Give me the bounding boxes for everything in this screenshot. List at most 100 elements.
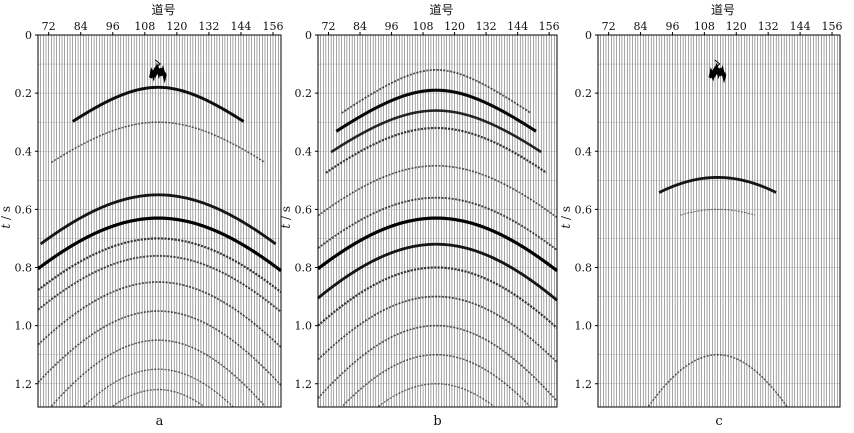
reflection-events-b — [317, 68, 558, 408]
y-tick-label: 0.2 — [295, 87, 313, 100]
panel-label-a: a — [156, 414, 164, 429]
y-tick-label: 0.2 — [15, 87, 33, 100]
reflection-event — [37, 254, 282, 313]
reflection-event — [330, 109, 542, 154]
reflection-event — [317, 266, 558, 329]
reflection-event — [82, 368, 234, 408]
y-tick-labels-b: 0 0.2 0.4 0.6 0.8 1.0 1.2 — [295, 29, 318, 391]
x-tick-label: 156 — [539, 20, 560, 33]
reflection-event — [317, 295, 558, 363]
panel-b: 72 84 96 108 120 132 144 156 0 0.2 0.4 0.6 0.8 1.0 1.… — [279, 3, 560, 429]
panel-a: 72 84 96 108 120 132 144 156 0 0.2 0.4 0.6 0.8 1.0 1.… — [0, 3, 283, 429]
reflection-event — [37, 310, 282, 386]
x-tick-label: 72 — [602, 20, 616, 33]
reflection-event — [325, 126, 548, 174]
x-tick-label: 132 — [758, 20, 779, 33]
x-tick-label: 156 — [822, 20, 843, 33]
y-tick-label: 1.0 — [575, 320, 593, 333]
x-tick-label: 108 — [134, 20, 155, 33]
x-axis-label-b: 道号 — [429, 3, 453, 17]
reflection-event — [680, 208, 756, 216]
y-tick-label: 1.0 — [295, 320, 313, 333]
x-tick-label: 144 — [790, 20, 811, 33]
y-tick-label: 1.2 — [15, 378, 33, 391]
direct-arrival-tail — [154, 59, 161, 68]
reflection-event — [71, 85, 245, 123]
trace-lines-c — [597, 35, 841, 407]
panel-frame-b — [317, 34, 558, 408]
x-tick-label: 72 — [42, 20, 56, 33]
y-tick-label: 1.2 — [575, 378, 593, 391]
y-tick-label: 1.2 — [295, 378, 313, 391]
panel-c: 72 84 96 108 120 132 144 156 0 0.2 0.4 0.6 0.8 1.0 1.… — [559, 3, 843, 429]
reflection-event — [50, 121, 266, 164]
reflection-event — [37, 216, 282, 273]
reflection-event — [317, 242, 558, 302]
y-tick-label: 0.8 — [15, 262, 33, 275]
x-tick-labels-b: 72 84 96 108 120 132 144 156 — [322, 20, 560, 35]
x-axis-label-c: 道号 — [711, 3, 735, 17]
reflection-event — [50, 339, 266, 407]
y-tick-label: 0.6 — [15, 203, 33, 216]
y-tick-label: 0 — [585, 29, 592, 42]
y-tick-label: 0.8 — [575, 262, 593, 275]
y-tick-label: 0.8 — [295, 262, 313, 275]
panel-label-b: b — [433, 414, 441, 429]
reflection-event — [37, 281, 282, 348]
reflection-events-a — [37, 59, 282, 408]
reflection-events-c — [647, 59, 788, 407]
x-tick-label: 120 — [166, 20, 187, 33]
x-tick-label: 144 — [507, 20, 528, 33]
reflection-event — [112, 388, 204, 407]
x-tick-label: 108 — [694, 20, 715, 33]
x-tick-label: 96 — [665, 20, 679, 33]
panel-label-c: c — [715, 414, 722, 429]
x-tick-label: 132 — [198, 20, 219, 33]
y-tick-label: 0.6 — [575, 203, 593, 216]
y-tick-label: 1.0 — [15, 320, 33, 333]
y-tick-label: 0.4 — [575, 145, 593, 158]
x-tick-label: 108 — [413, 20, 434, 33]
x-tick-label: 84 — [634, 20, 648, 33]
x-tick-label: 84 — [353, 20, 367, 33]
panel-frame-a — [37, 34, 282, 408]
x-tick-label: 120 — [726, 20, 747, 33]
y-axis-label-a: t / s — [0, 206, 13, 229]
y-tick-labels-c: 0 0.2 0.4 0.6 0.8 1.0 1.2 — [575, 29, 598, 391]
reflection-event — [317, 324, 558, 402]
x-tick-labels-c: 72 84 96 108 120 132 144 156 — [602, 20, 843, 35]
y-tick-labels-a: 0 0.2 0.4 0.6 0.8 1.0 1.2 — [15, 29, 38, 391]
direct-arrival-tail — [714, 59, 721, 68]
reflection-event — [658, 176, 777, 194]
reflection-event — [647, 353, 788, 407]
x-tick-labels-a: 72 84 96 108 120 132 144 156 — [42, 20, 283, 35]
x-tick-label: 72 — [322, 20, 336, 33]
reflection-event — [37, 237, 282, 294]
panel-frame-c — [597, 34, 841, 408]
reflection-event — [39, 193, 277, 246]
y-tick-label: 0.4 — [15, 145, 33, 158]
reflection-event — [335, 88, 537, 133]
reflection-event — [317, 216, 558, 273]
x-tick-label: 84 — [74, 20, 88, 33]
direct-arrival — [708, 62, 727, 84]
x-tick-label: 96 — [106, 20, 120, 33]
y-tick-label: 0 — [25, 29, 32, 42]
y-tick-label: 0.6 — [295, 203, 313, 216]
reflection-event — [377, 383, 495, 408]
y-axis-label-c: t / s — [559, 206, 573, 229]
trace-lines-b — [317, 35, 558, 407]
reflection-event — [317, 196, 558, 251]
y-tick-label: 0.2 — [575, 87, 593, 100]
reflection-event — [317, 164, 558, 219]
direct-arrival — [148, 62, 167, 84]
x-tick-label: 120 — [444, 20, 465, 33]
x-tick-label: 96 — [385, 20, 399, 33]
y-axis-label-b: t / s — [279, 206, 293, 229]
x-tick-label: 144 — [230, 20, 251, 33]
reflection-event — [342, 353, 530, 407]
y-tick-label: 0 — [305, 29, 312, 42]
y-tick-label: 0.4 — [295, 145, 313, 158]
x-tick-label: 132 — [476, 20, 497, 33]
x-axis-label-a: 道号 — [151, 3, 175, 17]
